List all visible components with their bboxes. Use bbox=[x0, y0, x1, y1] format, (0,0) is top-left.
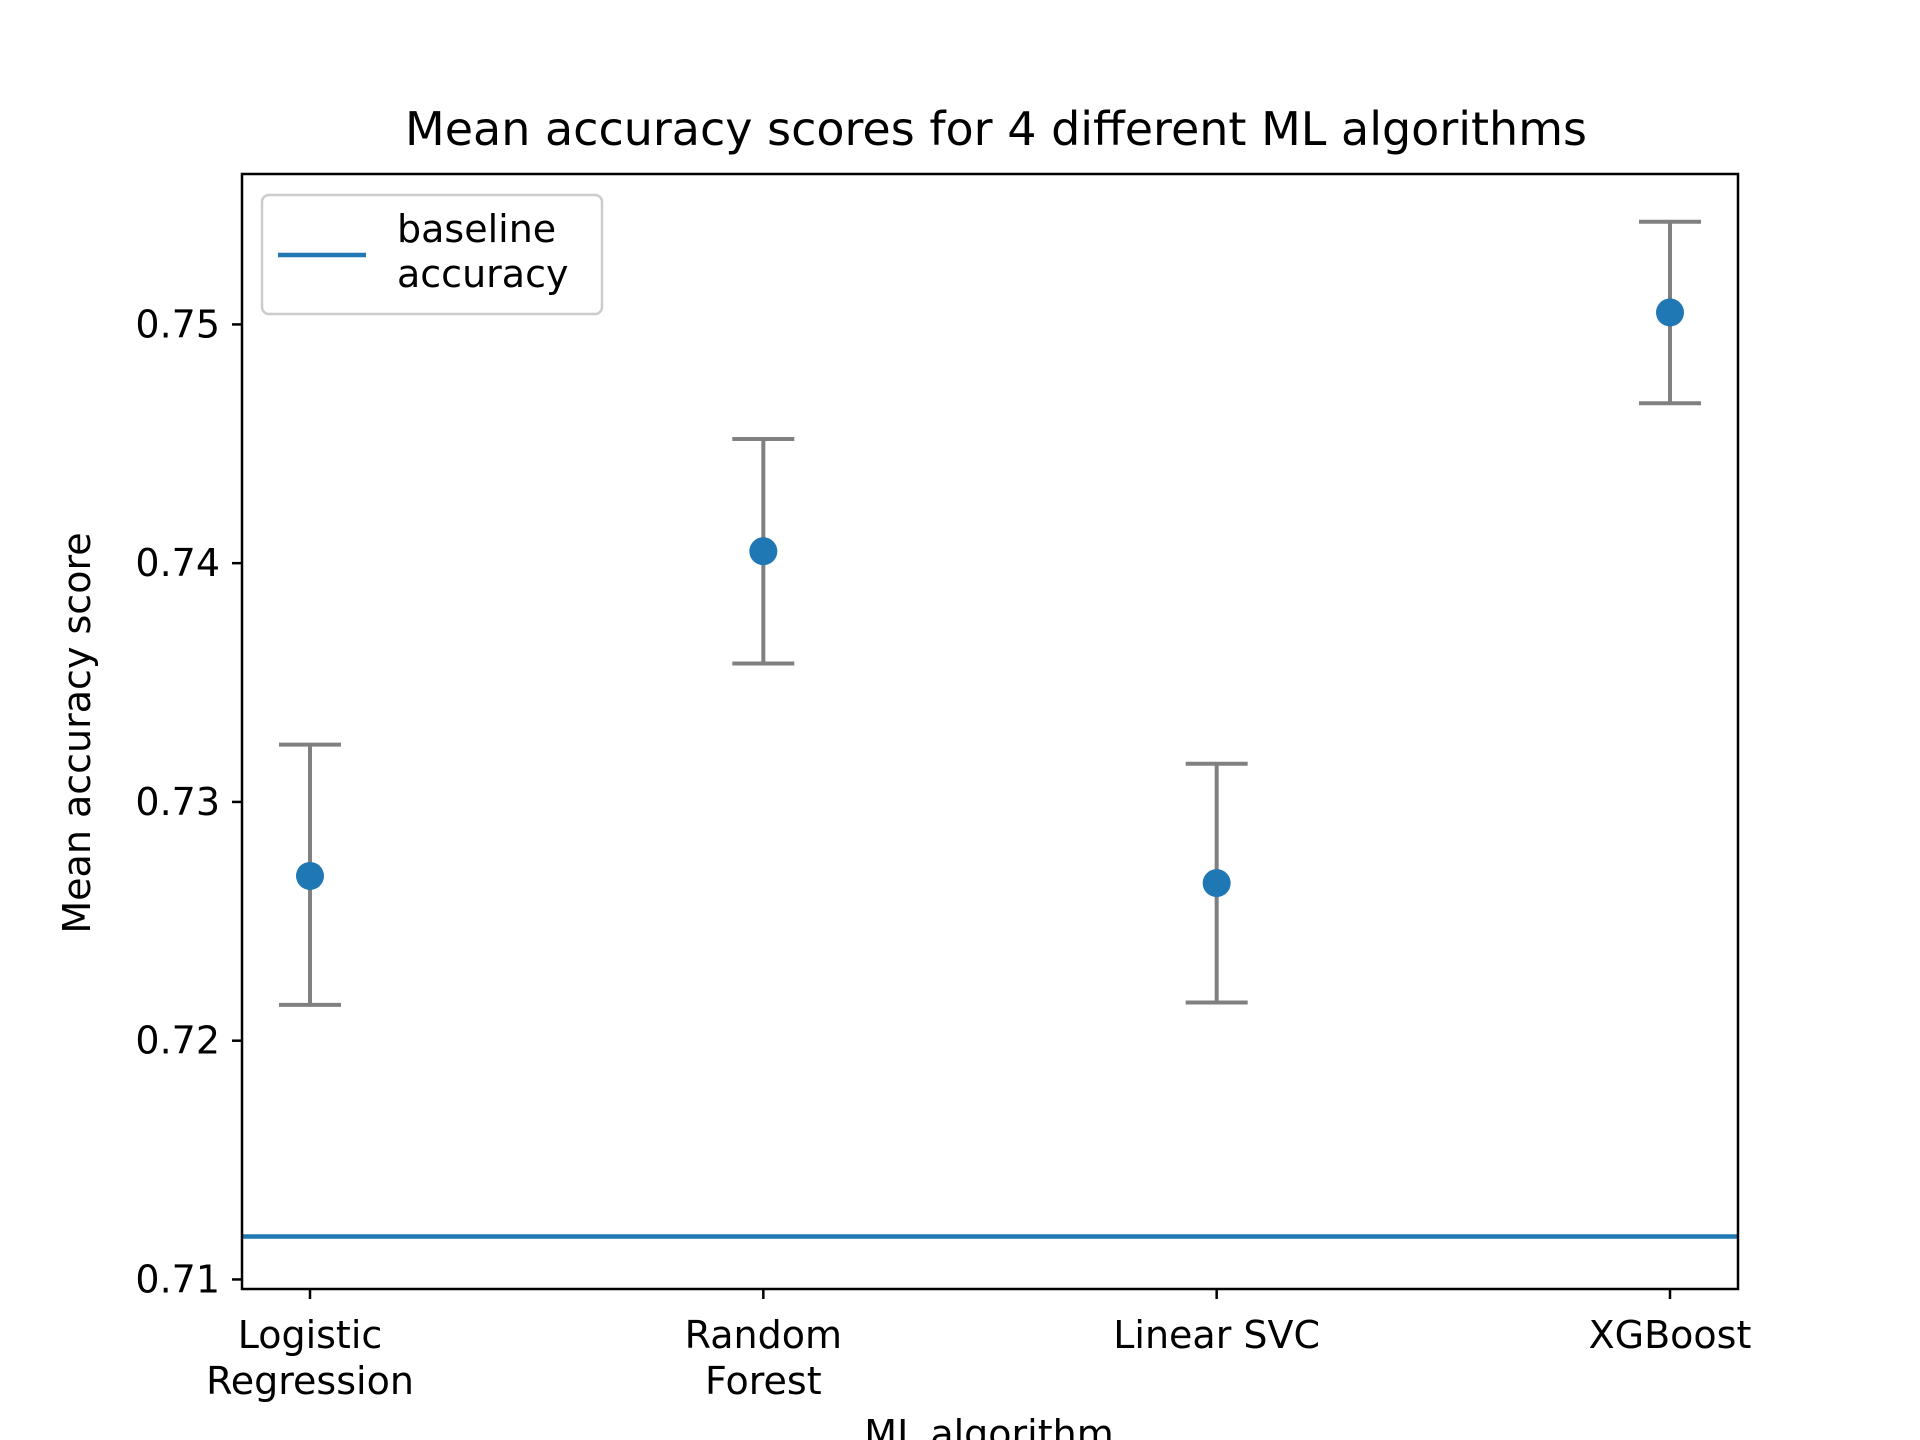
y-tick-label: 0.75 bbox=[135, 302, 220, 346]
legend-label: baseline bbox=[397, 207, 556, 251]
point-layer bbox=[296, 298, 1684, 898]
x-tick-label: Logistic bbox=[238, 1313, 383, 1357]
x-tick-label: Regression bbox=[206, 1359, 414, 1403]
x-tick-label: Random bbox=[685, 1313, 842, 1357]
y-tick-label: 0.72 bbox=[135, 1019, 220, 1063]
data-point bbox=[749, 537, 778, 566]
chart-title: Mean accuracy scores for 4 different ML … bbox=[405, 102, 1587, 156]
data-point bbox=[296, 861, 324, 890]
data-point bbox=[1656, 298, 1684, 327]
y-tick-label: 0.74 bbox=[135, 541, 220, 585]
x-tick-label: Forest bbox=[705, 1359, 822, 1403]
y-tick-label: 0.71 bbox=[135, 1257, 220, 1301]
x-axis-label: ML algorithm bbox=[864, 1412, 1113, 1440]
x-tick-label: Linear SVC bbox=[1113, 1313, 1320, 1357]
legend-box bbox=[260, 193, 604, 316]
axes-frame bbox=[240, 172, 1740, 1291]
legend-label: accuracy bbox=[397, 252, 568, 296]
data-point bbox=[1202, 869, 1231, 898]
x-tick-label: XGBoost bbox=[1589, 1313, 1752, 1357]
y-tick-label: 0.73 bbox=[135, 780, 220, 824]
y-axis-label: Mean accuracy score bbox=[55, 532, 99, 933]
